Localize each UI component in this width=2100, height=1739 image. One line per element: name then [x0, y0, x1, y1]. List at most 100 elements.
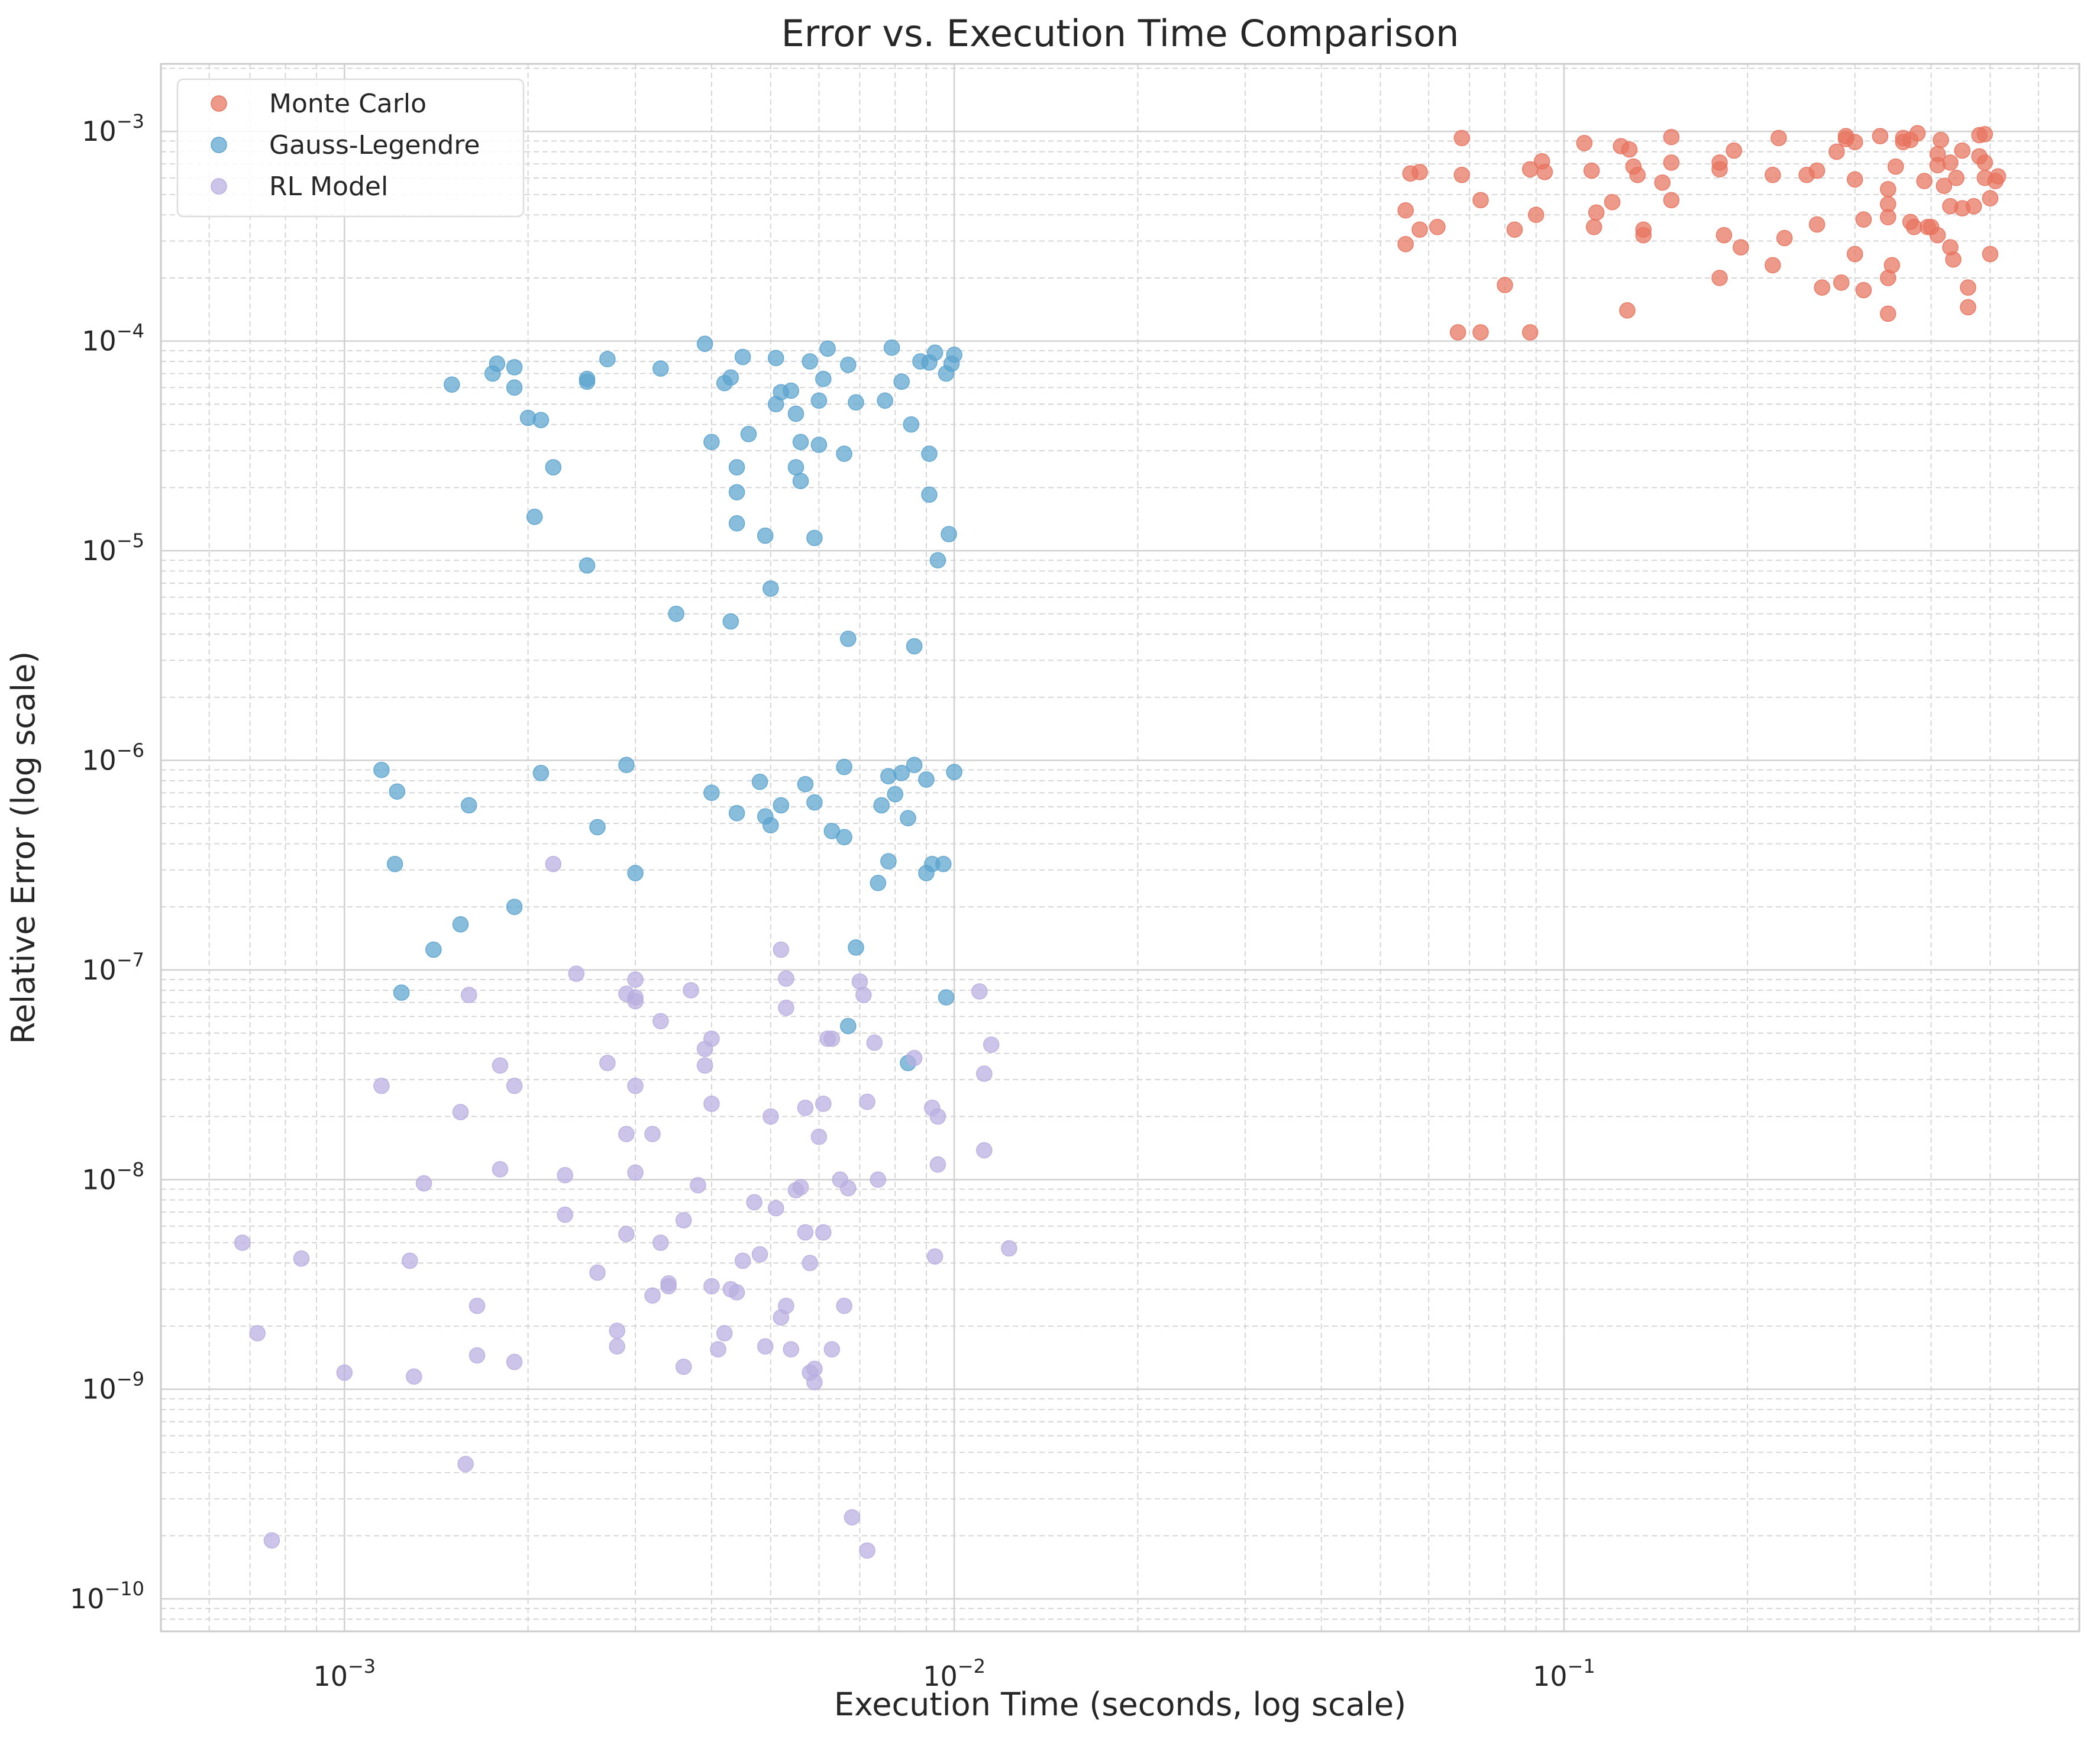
data-point — [1521, 324, 1539, 341]
data-point — [893, 765, 910, 781]
data-point — [773, 797, 790, 814]
data-point — [263, 1532, 280, 1549]
x-axis-label: Execution Time (seconds, log scale) — [834, 1686, 1406, 1723]
data-point — [1976, 154, 1994, 171]
data-point — [787, 405, 805, 422]
data-point — [1429, 219, 1446, 235]
y-tick-label: 10−10 — [70, 1578, 144, 1615]
data-point — [532, 765, 550, 781]
legend-marker — [211, 95, 227, 112]
data-point — [728, 484, 745, 500]
data-point — [926, 344, 944, 361]
data-point — [1808, 216, 1826, 233]
data-point — [806, 794, 823, 811]
data-point — [728, 515, 745, 532]
data-point — [469, 1347, 486, 1364]
data-point — [929, 1108, 946, 1125]
data-point — [976, 1065, 993, 1082]
data-point — [1960, 299, 1976, 316]
data-points — [234, 125, 2007, 1559]
data-point — [848, 394, 864, 411]
data-point — [728, 459, 745, 476]
data-point — [740, 426, 757, 442]
data-point — [763, 580, 779, 597]
data-point — [652, 1234, 669, 1251]
data-point — [797, 1224, 814, 1241]
data-point — [1916, 173, 1933, 189]
data-point — [877, 392, 893, 409]
data-point — [1506, 221, 1523, 238]
y-tick-label: 10−7 — [82, 949, 144, 986]
data-point — [1449, 324, 1466, 341]
data-point — [1663, 154, 1680, 171]
data-point — [652, 360, 669, 377]
legend-label: RL Model — [269, 172, 388, 202]
data-point — [929, 552, 946, 568]
data-point — [568, 965, 584, 982]
data-point — [866, 1035, 883, 1051]
data-point — [906, 1050, 923, 1066]
data-point — [819, 340, 836, 357]
data-point — [836, 829, 852, 846]
data-point — [783, 1341, 799, 1357]
data-point — [815, 370, 832, 387]
data-point — [1711, 270, 1728, 286]
data-point — [710, 1341, 726, 1357]
data-point — [1001, 1240, 1017, 1257]
data-point — [751, 1246, 768, 1263]
data-point — [506, 1353, 523, 1370]
data-point — [1879, 305, 1897, 322]
data-point — [929, 1156, 946, 1173]
data-point — [1411, 164, 1428, 180]
data-point — [557, 1206, 573, 1223]
data-point — [696, 335, 713, 353]
data-point — [855, 987, 872, 1003]
data-point — [1936, 177, 1953, 194]
data-point — [1715, 227, 1733, 244]
data-point — [716, 1325, 733, 1342]
legend-marker — [211, 137, 227, 153]
data-point — [823, 1341, 841, 1357]
data-point — [1583, 162, 1600, 179]
data-point — [873, 797, 890, 814]
data-point — [545, 459, 562, 476]
data-point — [751, 773, 768, 790]
data-point — [526, 509, 543, 525]
data-point — [1846, 134, 1863, 150]
data-point — [840, 357, 857, 373]
data-point — [492, 1057, 509, 1074]
series-rl-model — [234, 856, 1017, 1559]
data-point — [941, 526, 957, 542]
data-point — [1948, 170, 1965, 186]
data-point — [1733, 239, 1749, 256]
data-point — [734, 1252, 751, 1269]
data-point — [976, 1142, 993, 1159]
data-point — [1942, 154, 1959, 171]
data-point — [757, 1338, 774, 1355]
data-point — [783, 382, 799, 399]
data-point — [589, 1264, 606, 1281]
data-point — [722, 613, 739, 630]
data-point — [1397, 235, 1414, 253]
data-point — [545, 856, 562, 872]
data-point — [425, 941, 442, 958]
data-point — [1945, 251, 1962, 268]
data-point — [660, 1275, 677, 1292]
data-point — [1960, 279, 1976, 296]
data-point — [971, 983, 988, 1000]
data-point — [627, 1078, 644, 1094]
data-point — [840, 1180, 857, 1197]
data-point — [1982, 190, 1999, 206]
data-point — [935, 856, 952, 872]
data-point — [1976, 126, 1994, 143]
x-axis-ticks: 10−3 10−2 10−1 — [313, 1655, 1595, 1692]
data-point — [579, 373, 596, 390]
data-point — [469, 1297, 486, 1314]
data-point — [851, 973, 868, 990]
x-tick-label: 10−2 — [923, 1655, 986, 1692]
data-point — [644, 1126, 661, 1142]
data-point — [599, 351, 616, 367]
data-point — [668, 605, 684, 622]
data-point — [336, 1364, 353, 1381]
data-point — [1411, 221, 1428, 238]
